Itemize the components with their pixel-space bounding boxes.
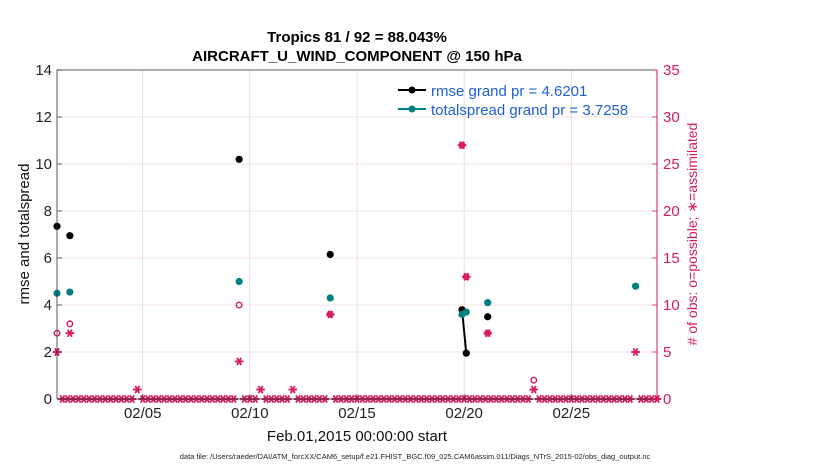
legend-spread-label: totalspread grand pr = 3.7258 (431, 102, 628, 119)
y-tick-label: 12 (35, 109, 52, 126)
x-tick-label: 02/05 (124, 405, 162, 422)
legend: rmse grand pr = 4.6201 totalspread grand… (398, 83, 628, 119)
legend-rmse-label: rmse grand pr = 4.6201 (431, 83, 587, 100)
x-tick-label: 02/25 (553, 405, 591, 422)
obs-assimilated-marker (462, 272, 471, 281)
y-axis-label: rmse and totalspread (16, 164, 33, 305)
grid (57, 70, 657, 399)
y-right-tick-label: 30 (663, 109, 680, 126)
spread-point (326, 294, 334, 302)
y-tick-label: 10 (35, 156, 52, 173)
y-right-tick-label: 0 (663, 391, 671, 408)
y-right-tick-label: 20 (663, 203, 680, 220)
spread-point (631, 282, 640, 290)
rmse-point (462, 349, 470, 357)
y-tick-label: 0 (44, 391, 52, 408)
y-right-tick-label: 5 (663, 344, 671, 361)
obs-possible-marker (235, 301, 243, 309)
spread-point (235, 277, 243, 286)
obs-assimilated-marker (288, 385, 297, 394)
obs-possible-marker (530, 376, 538, 384)
y-tick-label: 14 (35, 62, 52, 79)
chart-title: Tropics 81 / 92 = 88.043% (267, 29, 447, 46)
y-right-tick-label: 25 (663, 156, 680, 173)
rmse-point (326, 250, 334, 259)
legend-spread-marker (408, 105, 416, 113)
y-tick-label: 8 (44, 203, 52, 220)
obs-assimilated-marker (457, 141, 467, 150)
y-tick-label: 4 (44, 297, 52, 314)
obs-assimilated-marker (256, 385, 265, 394)
y-tick-label: 6 (44, 250, 52, 267)
y-axis-right: 0 5 10 15 20 25 30 35 (652, 62, 680, 408)
obs-assimilated-marker (326, 310, 335, 319)
obs-assimilated-marker (529, 385, 538, 394)
chart-subtitle: AIRCRAFT_U_WIND_COMPONENT @ 150 hPa (192, 48, 522, 65)
x-tick-label: 02/10 (231, 405, 269, 422)
x-tick-label: 02/20 (445, 405, 483, 422)
y-right-tick-label: 10 (663, 297, 680, 314)
obs-possible-marker (66, 320, 74, 328)
spread-point (66, 288, 74, 296)
x-tick-label: 02/15 (338, 405, 376, 422)
obs-assimilated-marker (483, 329, 492, 338)
obs-assimilated-marker (234, 357, 244, 366)
y-axis-left: 0 2 4 6 8 10 12 14 (35, 62, 62, 408)
y-axis-right-label: # of obs: o=possible; ∗=assimilated (684, 123, 700, 346)
rmse-point (66, 232, 74, 240)
footnote: data file: /Users/raeder/DAI/ATM_forcXX/… (180, 452, 651, 461)
spread-point (462, 308, 470, 316)
legend-rmse-marker (408, 86, 416, 94)
x-axis: 02/05 02/10 02/15 02/20 02/25 (124, 394, 590, 422)
y-right-tick-label: 15 (663, 250, 680, 267)
obs-assimilated-marker (631, 347, 640, 357)
rmse-point (235, 155, 243, 163)
obs-assimilated-marker (65, 329, 75, 338)
rmse-point (484, 313, 492, 321)
spread-point (484, 299, 492, 307)
x-axis-label: Feb.01,2015 00:00:00 start (267, 428, 448, 445)
y-right-tick-label: 35 (663, 62, 680, 79)
y-tick-label: 2 (44, 344, 52, 361)
obs-assimilated-marker (133, 385, 142, 394)
